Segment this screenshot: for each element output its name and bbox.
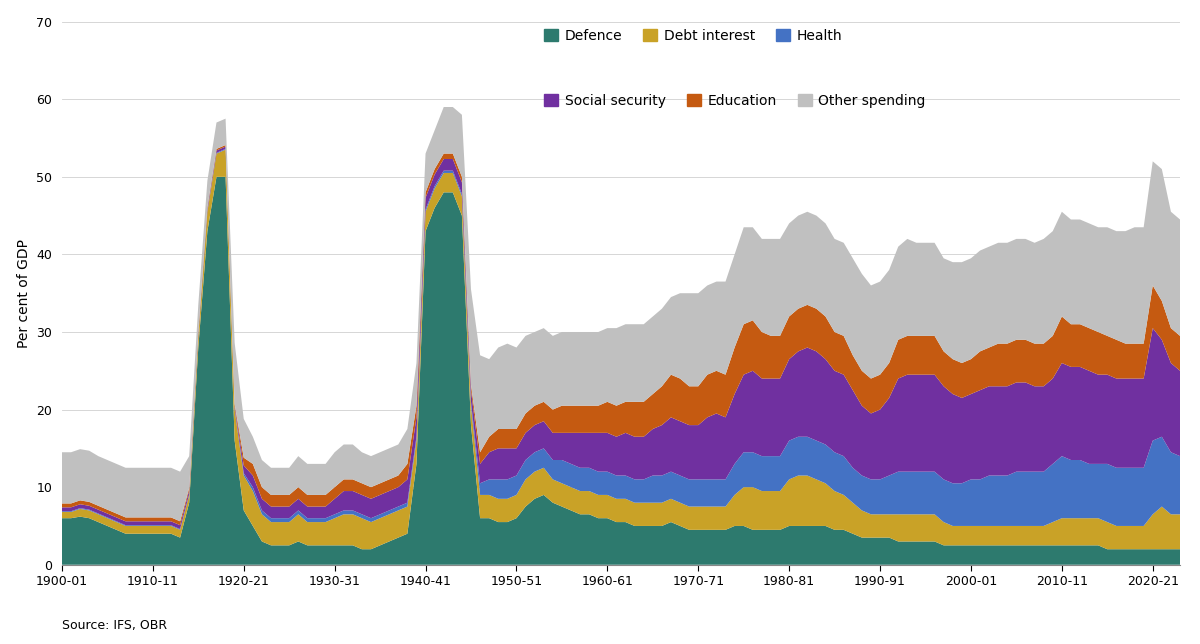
Y-axis label: Per cent of GDP: Per cent of GDP	[17, 239, 31, 348]
Legend: Social security, Education, Other spending: Social security, Education, Other spendi…	[539, 88, 931, 113]
Text: Source: IFS, OBR: Source: IFS, OBR	[62, 619, 167, 632]
